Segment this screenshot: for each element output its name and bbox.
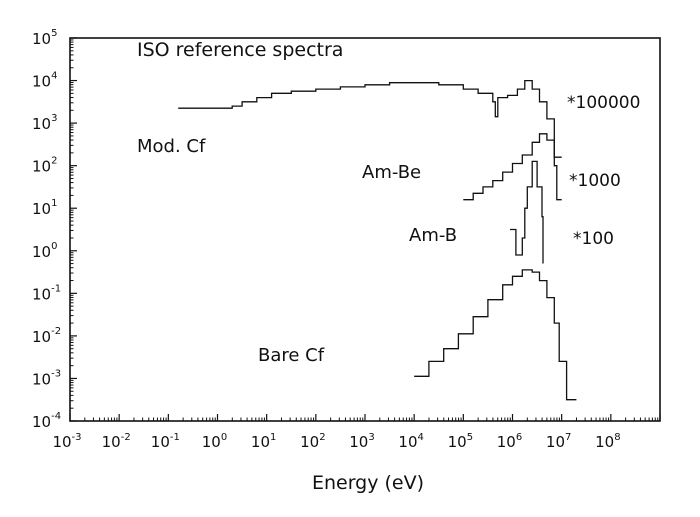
y-tick-label: 104 [32, 71, 57, 91]
series-label-am-be: Am-Be [362, 162, 421, 183]
x-tick-label: 10-1 [151, 432, 180, 451]
series-am-b [510, 160, 544, 264]
series-label-am-b: Am-B [409, 225, 457, 246]
y-tick-label: 102 [32, 156, 57, 176]
scale-label-100000: *100000 [567, 93, 640, 113]
x-tick-label: 103 [349, 432, 374, 451]
x-tick-label: 107 [546, 432, 571, 451]
x-axis: 10-3 10-2 10-1 100 101 102 103 104 105 106 107 108 [52, 414, 661, 451]
series-bare-cf [414, 269, 577, 401]
y-tick-label: 103 [32, 113, 57, 133]
y-tick-label: 10-4 [32, 411, 61, 431]
y-tick-label: 101 [32, 198, 57, 218]
x-tick-label: 10-3 [52, 432, 81, 451]
series-label-mod-cf: Mod. Cf [137, 136, 206, 157]
x-tick-label: 108 [595, 432, 620, 451]
y-tick-label: 10-2 [32, 326, 61, 346]
y-tick-label: 10-3 [32, 368, 61, 388]
series-mod-cf [178, 79, 562, 158]
chart-title: ISO reference spectra [137, 39, 343, 61]
y-axis: 105 104 103 102 101 100 10-1 10-2 10-3 10-4 [32, 28, 77, 431]
scale-label-100: *100 [573, 229, 614, 249]
x-tick-label: 104 [398, 432, 423, 451]
y-tick-label: 10-1 [32, 283, 61, 303]
scale-label-1000: *1000 [569, 171, 621, 191]
x-tick-label: 10-2 [102, 432, 131, 451]
y-tick-label: 100 [32, 241, 57, 261]
x-tick-label: 106 [497, 432, 522, 451]
x-axis-label: Energy (eV) [312, 472, 424, 494]
y-tick-label: 105 [32, 28, 57, 48]
series-group [178, 79, 577, 401]
x-tick-label: 101 [251, 432, 276, 451]
series-am-be [463, 133, 562, 201]
x-tick-label: 102 [300, 432, 325, 451]
x-tick-label: 100 [202, 432, 227, 451]
x-tick-label: 105 [448, 432, 473, 451]
series-label-bare-cf: Bare Cf [258, 345, 325, 366]
